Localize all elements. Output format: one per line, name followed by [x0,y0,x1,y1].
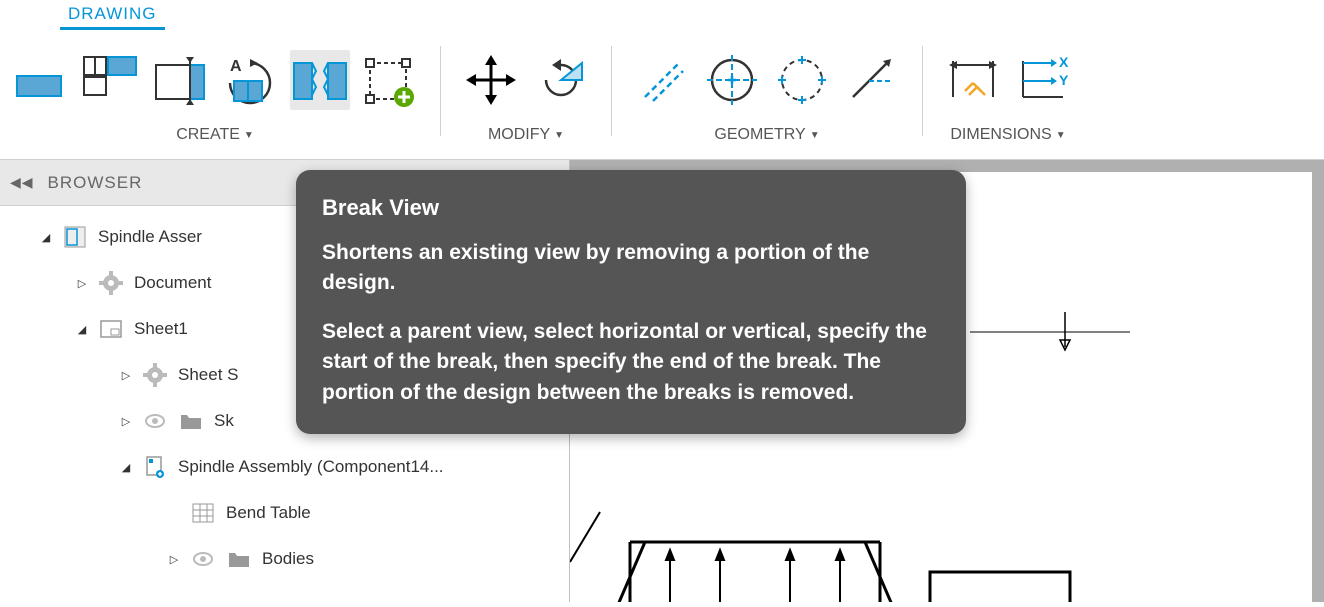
ribbon-label-create-text: CREATE [176,126,240,144]
tree-label: Spindle Asser [98,227,202,247]
dropdown-arrow-icon: ▼ [1056,130,1066,141]
tooltip-break-view: Break View Shortens an existing view by … [296,170,966,434]
break-view-button[interactable] [290,50,350,110]
ribbon-label-modify-text: MODIFY [488,126,550,144]
projected-view-icon [80,53,140,107]
visibility-icon[interactable] [190,546,216,572]
tree-toggle-collapsed-icon[interactable]: ▷ [76,277,88,290]
svg-text:Y: Y [1059,72,1069,88]
ribbon-label-dimensions-text: DIMENSIONS [950,126,1051,144]
table-icon [190,500,216,526]
folder-icon [178,408,204,434]
centerline-button[interactable] [632,50,692,110]
tab-drawing[interactable]: DRAWING [60,0,165,30]
dimension-icon [943,53,1003,107]
dropdown-arrow-icon: ▼ [810,130,820,141]
drawing-icon [62,224,88,250]
base-view-button[interactable] [10,50,70,110]
ordinate-dimension-icon: X Y [1013,53,1073,107]
tree-row-bend-table[interactable]: ▷ Bend Table [0,490,569,536]
tree-label: Bend Table [226,503,311,523]
ribbon-separator [440,46,441,136]
tree-row-assembly[interactable]: ◢ Spindle Assembly (Component14... [0,444,569,490]
center-mark-icon [705,53,759,107]
tree-toggle-collapsed-icon[interactable]: ▷ [120,415,132,428]
tree-label: Sheet1 [134,319,188,339]
center-mark-pattern-icon [775,53,829,107]
ribbon-group-create: A [10,40,420,160]
crop-view-button[interactable] [360,50,420,110]
collapse-icon: ◀◀ [10,174,34,191]
edge-extension-icon [845,53,899,107]
tree-toggle-expanded-icon[interactable]: ◢ [40,231,52,244]
dropdown-arrow-icon: ▼ [244,130,254,141]
centerline-icon [635,53,689,107]
detail-view-button[interactable]: A [220,50,280,110]
ribbon-group-geometry: GEOMETRY ▼ [632,40,902,160]
tree-row-bodies[interactable]: ▷ Bodies [0,536,569,582]
dropdown-arrow-icon: ▼ [554,130,564,141]
projected-view-button[interactable] [80,50,140,110]
tree-toggle-collapsed-icon[interactable]: ▷ [168,553,180,566]
rotate-icon [534,53,588,107]
tree-toggle-collapsed-icon[interactable]: ▷ [120,369,132,382]
tooltip-title: Break View [322,192,940,224]
section-view-button[interactable] [150,50,210,110]
detail-view-icon: A [220,53,280,107]
center-mark-pattern-button[interactable] [772,50,832,110]
ribbon-label-dimensions[interactable]: DIMENSIONS ▼ [950,126,1065,144]
svg-text:X: X [1059,54,1069,70]
component-icon [142,454,168,480]
tooltip-description-2: Select a parent view, select horizontal … [322,317,940,408]
ribbon-group-modify: MODIFY ▼ [461,40,591,160]
ribbon-label-geometry-text: GEOMETRY [714,126,805,144]
folder-icon [226,546,252,572]
rotate-button[interactable] [531,50,591,110]
tree-label: Document [134,273,211,293]
browser-title: BROWSER [48,173,143,193]
gear-icon [142,362,168,388]
edge-extension-button[interactable] [842,50,902,110]
ribbon-group-dimensions: X Y DIMENSIONS ▼ [943,40,1073,160]
svg-text:A: A [230,58,242,75]
section-view-icon [150,53,210,107]
center-mark-button[interactable] [702,50,762,110]
ribbon-separator [922,46,923,136]
dimension-button[interactable] [943,50,1003,110]
tree-toggle-expanded-icon[interactable]: ◢ [76,323,88,336]
tree-toggle-expanded-icon[interactable]: ◢ [120,461,132,474]
gear-icon [98,270,124,296]
sheet-icon [98,316,124,342]
ribbon: A [0,30,1324,160]
move-icon [464,53,518,107]
tree-label: Bodies [262,549,314,569]
crop-view-icon [360,53,420,107]
base-view-icon [13,60,67,100]
move-button[interactable] [461,50,521,110]
tab-bar: DRAWING [0,0,1324,30]
tooltip-description-1: Shortens an existing view by removing a … [322,238,940,299]
ribbon-separator [611,46,612,136]
tree-label: Sheet S [178,365,239,385]
tree-label: Spindle Assembly (Component14... [178,457,444,477]
visibility-icon[interactable] [142,408,168,434]
ordinate-dimension-button[interactable]: X Y [1013,50,1073,110]
ribbon-label-modify[interactable]: MODIFY ▼ [488,126,564,144]
break-view-icon [290,53,350,107]
ribbon-label-create[interactable]: CREATE ▼ [176,126,254,144]
tree-label: Sk [214,411,234,431]
ribbon-label-geometry[interactable]: GEOMETRY ▼ [714,126,819,144]
